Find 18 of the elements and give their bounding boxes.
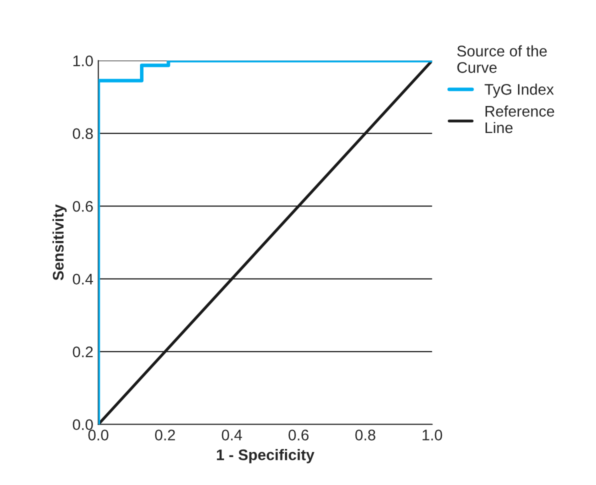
y-tick-label: 0.4 <box>72 274 94 285</box>
x-tick-label: 0.4 <box>222 430 242 440</box>
y-axis-title: Sensitivity <box>52 204 67 280</box>
y-tick-label: 0.0 <box>72 419 93 430</box>
y-tick-label: 0.6 <box>72 200 93 212</box>
x-tick-label: 0.8 <box>355 430 376 440</box>
line-series <box>98 60 432 424</box>
y-tick-label: 0.8 <box>72 128 93 140</box>
legend-label: Reference Line <box>486 106 554 134</box>
y-tick-label: 1.0 <box>73 55 93 66</box>
x-tick-label: 0.2 <box>155 430 175 440</box>
legend-label: TyG Index <box>484 84 554 98</box>
y-tick-label: 0.2 <box>72 346 93 358</box>
x-tick-label: 1.0 <box>422 430 442 440</box>
x-axis-title: 1 - Specificity <box>216 449 314 464</box>
x-tick-label: 0.0 <box>88 430 108 440</box>
x-tick-label: 0.6 <box>288 430 309 440</box>
legend-title: Source of the Curve <box>457 45 547 73</box>
